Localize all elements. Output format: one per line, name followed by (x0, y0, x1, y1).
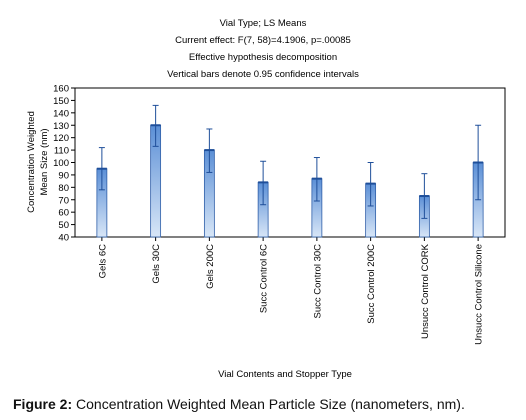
title-line-1: Vial Type; LS Means (220, 18, 307, 29)
y-tick-label: 50 (58, 220, 69, 231)
y-tick-label: 160 (53, 84, 69, 95)
y-axis-label-line-1: Concentration Weighted (26, 111, 37, 213)
y-tick-label: 90 (58, 170, 69, 181)
y-axis-label: Concentration Weighted Mean Size (nm) (26, 111, 50, 213)
y-tick-label: 150 (53, 96, 69, 107)
chart-title: Vial Type; LS Means Current effect: F(7,… (167, 18, 359, 80)
x-tick-label: Unsucc Control CORK (420, 243, 431, 339)
title-line-4: Vertical bars denote 0.95 confidence int… (167, 69, 359, 80)
y-tick-label: 80 (58, 183, 69, 194)
chart-panel: Vial Type; LS Means Current effect: F(7,… (13, 18, 506, 412)
y-tick-label: 60 (58, 208, 69, 219)
x-tick-label: Gels 30C (151, 244, 162, 284)
y-tick-label: 70 (58, 195, 69, 206)
y-tick-label: 110 (54, 146, 69, 157)
x-tick-label: Succ Control 200C (366, 244, 377, 324)
caption-text: Concentration Weighted Mean Particle Siz… (76, 396, 465, 412)
x-axis-label: Vial Contents and Stopper Type (218, 369, 352, 380)
title-line-2: Current effect: F(7, 58)=4.1906, p=.0008… (175, 35, 351, 46)
title-line-3: Effective hypothesis decomposition (189, 52, 337, 63)
y-tick-label: 130 (53, 121, 69, 132)
chart-svg: Vial Type; LS Means Current effect: F(7,… (26, 18, 506, 380)
x-tick-label: Succ Control 30C (312, 244, 323, 319)
figure-caption: Figure 2: Concentration Weighted Mean Pa… (13, 396, 523, 412)
x-tick-label: Succ Control 6C (259, 244, 270, 313)
caption-prefix: Figure 2: (13, 396, 73, 412)
x-tick-label: Unsucc Control Silicone (474, 244, 485, 345)
plot-frame (74, 87, 506, 238)
y-tick-label: 120 (53, 133, 69, 144)
y-tick-label: 140 (53, 108, 69, 119)
y-tick-label: 40 (58, 233, 69, 244)
y-tick-label: 100 (53, 158, 69, 169)
y-axis-label-line-2: Mean Size (nm) (39, 128, 50, 195)
x-tick-label: Gels 200C (205, 244, 216, 289)
x-tick-label: Gels 6C (97, 244, 108, 278)
